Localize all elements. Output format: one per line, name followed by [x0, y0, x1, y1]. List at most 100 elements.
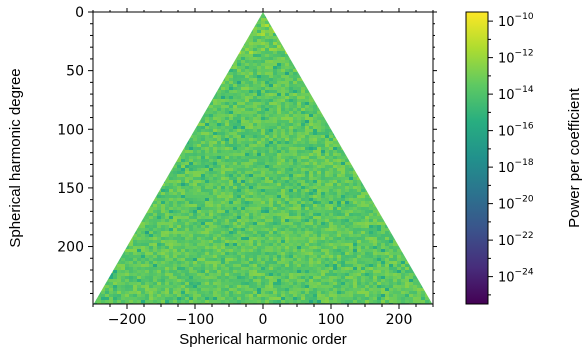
heatmap-cell — [337, 183, 341, 186]
heatmap-cell — [93, 51, 97, 54]
heatmap-cell — [317, 24, 321, 27]
heatmap-cell — [233, 186, 237, 189]
heatmap-cell — [269, 72, 273, 75]
heatmap-cell — [213, 48, 217, 51]
heatmap-cell — [397, 36, 401, 39]
heatmap-cell — [105, 87, 109, 90]
heatmap-cell — [261, 180, 265, 183]
heatmap-cell — [317, 186, 321, 189]
heatmap-cell — [333, 24, 337, 27]
heatmap-cell — [321, 78, 325, 81]
heatmap-cell — [117, 141, 121, 144]
heatmap-cell — [293, 138, 297, 141]
heatmap-cell — [177, 117, 181, 120]
heatmap-cell — [249, 45, 253, 48]
heatmap-cell — [113, 87, 117, 90]
heatmap-cell — [177, 147, 181, 150]
heatmap-cell — [313, 111, 317, 114]
heatmap-cell — [293, 36, 297, 39]
heatmap-cell — [221, 45, 225, 48]
heatmap-cell — [325, 126, 329, 129]
heatmap-cell — [169, 33, 173, 36]
heatmap-cell — [385, 177, 389, 180]
heatmap-cell — [245, 114, 249, 117]
heatmap-cell — [237, 24, 241, 27]
heatmap-cell — [169, 87, 173, 90]
heatmap-cell — [157, 117, 161, 120]
heatmap-cell — [189, 105, 193, 108]
heatmap-cell — [121, 15, 125, 18]
heatmap-cell — [285, 63, 289, 66]
heatmap-cell — [425, 174, 429, 177]
heatmap-cell — [429, 30, 433, 33]
heatmap-cell — [329, 114, 333, 117]
heatmap-cell — [357, 27, 361, 30]
heatmap-cell — [165, 81, 169, 84]
heatmap-cell — [193, 93, 197, 96]
heatmap-cell — [297, 78, 301, 81]
heatmap-cell — [413, 159, 417, 162]
heatmap-cell — [329, 69, 333, 72]
heatmap-cell — [253, 114, 257, 117]
heatmap-cell — [189, 63, 193, 66]
heatmap-cell — [117, 30, 121, 33]
heatmap-cell — [137, 150, 141, 153]
heatmap-cell — [377, 123, 381, 126]
heatmap-cell — [197, 78, 201, 81]
heatmap-cell — [177, 30, 181, 33]
heatmap-cell — [245, 93, 249, 96]
heatmap-cell — [325, 123, 329, 126]
heatmap-cell — [281, 150, 285, 153]
heatmap-cell — [269, 42, 273, 45]
heatmap-cell — [321, 75, 325, 78]
heatmap-cell — [365, 87, 369, 90]
heatmap-cell — [185, 120, 189, 123]
heatmap-cell — [241, 63, 245, 66]
heatmap-cell — [173, 36, 177, 39]
heatmap-cell — [385, 144, 389, 147]
heatmap-cell — [201, 156, 205, 159]
heatmap-cell — [305, 135, 309, 138]
heatmap-cell — [237, 186, 241, 189]
heatmap-cell — [377, 168, 381, 171]
heatmap-cell — [141, 48, 145, 51]
heatmap-cell — [297, 120, 301, 123]
heatmap-cell — [289, 144, 293, 147]
heatmap-cell — [213, 186, 217, 189]
heatmap-cell — [397, 141, 401, 144]
heatmap-cell — [253, 87, 257, 90]
heatmap-cell — [153, 90, 157, 93]
heatmap-cell — [425, 42, 429, 45]
heatmap-cell — [345, 66, 349, 69]
heatmap-cell — [385, 33, 389, 36]
heatmap-cell — [205, 135, 209, 138]
heatmap-cell — [381, 156, 385, 159]
heatmap-cell — [329, 150, 333, 153]
heatmap-cell — [169, 81, 173, 84]
heatmap-cell — [125, 147, 129, 150]
heatmap-cell — [153, 180, 157, 183]
heatmap-cell — [333, 99, 337, 102]
heatmap-cell — [237, 15, 241, 18]
heatmap-cell — [361, 171, 365, 174]
heatmap-cell — [393, 36, 397, 39]
heatmap-cell — [169, 168, 173, 171]
heatmap-cell — [253, 132, 257, 135]
heatmap-cell — [229, 183, 233, 186]
heatmap-cell — [373, 153, 377, 156]
heatmap-cell — [205, 93, 209, 96]
heatmap-cell — [241, 156, 245, 159]
heatmap-cell — [121, 81, 125, 84]
heatmap-cell — [117, 57, 121, 60]
heatmap-cell — [373, 69, 377, 72]
heatmap-cell — [265, 48, 269, 51]
heatmap-cell — [261, 87, 265, 90]
heatmap-cell — [313, 138, 317, 141]
heatmap-cell — [309, 15, 313, 18]
heatmap-cell — [257, 132, 261, 135]
heatmap-cell — [109, 39, 113, 42]
heatmap-cell — [357, 135, 361, 138]
heatmap-cell — [133, 108, 137, 111]
heatmap-cell — [257, 144, 261, 147]
heatmap-cell — [113, 78, 117, 81]
